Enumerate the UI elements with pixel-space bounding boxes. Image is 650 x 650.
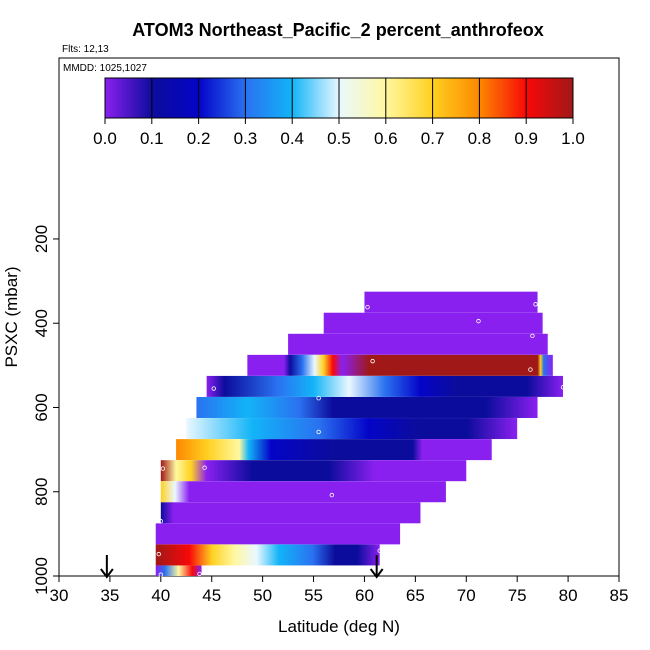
colorbar-tick-label: 0.6 <box>374 129 398 148</box>
flights-label: Flts: 12,13 <box>62 44 109 55</box>
y-tick-label: 800 <box>32 478 51 506</box>
colorbar-segment <box>151 78 200 118</box>
colorbar-segment <box>245 78 293 118</box>
marker <box>377 548 382 553</box>
colorbar-tick-label: 0.1 <box>140 129 164 148</box>
chart-title: ATOM3 Northeast_Pacific_2 percent_anthro… <box>132 20 543 40</box>
colorbar-tick-label: 0.7 <box>421 129 445 148</box>
colorbar-segment <box>432 78 480 118</box>
marker <box>202 465 207 470</box>
y-axis-label: PSXC (mbar) <box>2 266 21 367</box>
flight-arrow-head <box>369 568 384 579</box>
colorbar-tick-label: 0.3 <box>234 129 258 148</box>
x-tick-label: 80 <box>559 586 578 605</box>
band-850 <box>160 502 421 524</box>
x-tick-label: 60 <box>355 586 374 605</box>
x-tick-label: 35 <box>100 586 119 605</box>
marker <box>156 551 161 557</box>
colorbar-segment <box>526 78 574 118</box>
mmdd-label: MMDD: 1025,1027 <box>63 63 147 74</box>
marker <box>160 466 166 471</box>
marker <box>530 333 535 339</box>
marker <box>476 318 481 324</box>
x-tick-label: 40 <box>151 586 170 605</box>
x-tick-label: 70 <box>457 586 476 605</box>
marker <box>560 385 566 390</box>
x-axis: 30 35 40 45 50 55 60 65 70 75 80 85 <box>50 576 629 605</box>
y-tick-label: 600 <box>32 393 51 421</box>
colorbar-tick-label: 1.0 <box>561 129 585 148</box>
colorbar-segment <box>105 78 153 118</box>
y-tick-label: 400 <box>32 309 51 337</box>
band-800 <box>160 481 446 503</box>
marker <box>329 492 335 498</box>
band-750 <box>160 460 467 482</box>
x-axis-label: Latitude (deg N) <box>278 617 400 636</box>
data-markers <box>156 302 566 577</box>
marker <box>316 396 321 401</box>
band-900 <box>155 523 401 545</box>
x-tick-label: 45 <box>202 586 221 605</box>
band-500 <box>247 354 553 376</box>
marker <box>533 302 538 307</box>
colorbar-segment <box>198 78 246 118</box>
colorbar-tick-label: 0.8 <box>468 129 492 148</box>
colorbar-segment <box>479 78 527 118</box>
colorbar-tick-label: 0.4 <box>280 129 304 148</box>
x-tick-label: 85 <box>610 586 629 605</box>
y-axis: 200 400 600 800 1000 <box>32 225 59 595</box>
colorbar: 0.0 0.1 0.2 0.3 0.4 0.5 0.6 0.7 0.8 0.9 1.0 <box>93 77 585 148</box>
y-tick-label: 1000 <box>32 557 51 595</box>
flight-arrow-head <box>100 568 114 579</box>
marker <box>528 367 533 372</box>
band-950 <box>155 544 380 566</box>
x-tick-label: 75 <box>508 586 527 605</box>
x-tick-label: 65 <box>406 586 425 605</box>
marker <box>158 519 164 524</box>
marker <box>316 429 321 435</box>
colorbar-tick-label: 0.2 <box>187 129 211 148</box>
colorbar-tick-label: 0.9 <box>514 129 538 148</box>
band-700 <box>176 439 492 461</box>
marker <box>197 571 202 577</box>
marker <box>211 386 216 391</box>
marker <box>370 358 375 364</box>
x-tick-label: 50 <box>253 586 272 605</box>
band-650 <box>186 418 518 440</box>
band-1000 <box>155 565 202 576</box>
band-600 <box>196 396 538 418</box>
x-tick-label: 55 <box>304 586 323 605</box>
colorbar-segment <box>292 78 340 118</box>
x-tick-label: 30 <box>50 586 69 605</box>
colorbar-segment <box>339 78 387 118</box>
marker <box>365 305 370 310</box>
colorbar-segment <box>385 78 434 118</box>
band-400 <box>323 312 543 334</box>
band-350 <box>364 291 538 313</box>
data-bands <box>155 291 564 576</box>
plot-frame <box>58 57 620 577</box>
band-550 <box>206 375 564 397</box>
band-450 <box>288 333 548 355</box>
flight-arrows <box>100 555 384 579</box>
colorbar-tick-label: 0.0 <box>93 129 117 148</box>
y-tick-label: 200 <box>32 225 51 253</box>
colorbar-tick-label: 0.5 <box>327 129 351 148</box>
